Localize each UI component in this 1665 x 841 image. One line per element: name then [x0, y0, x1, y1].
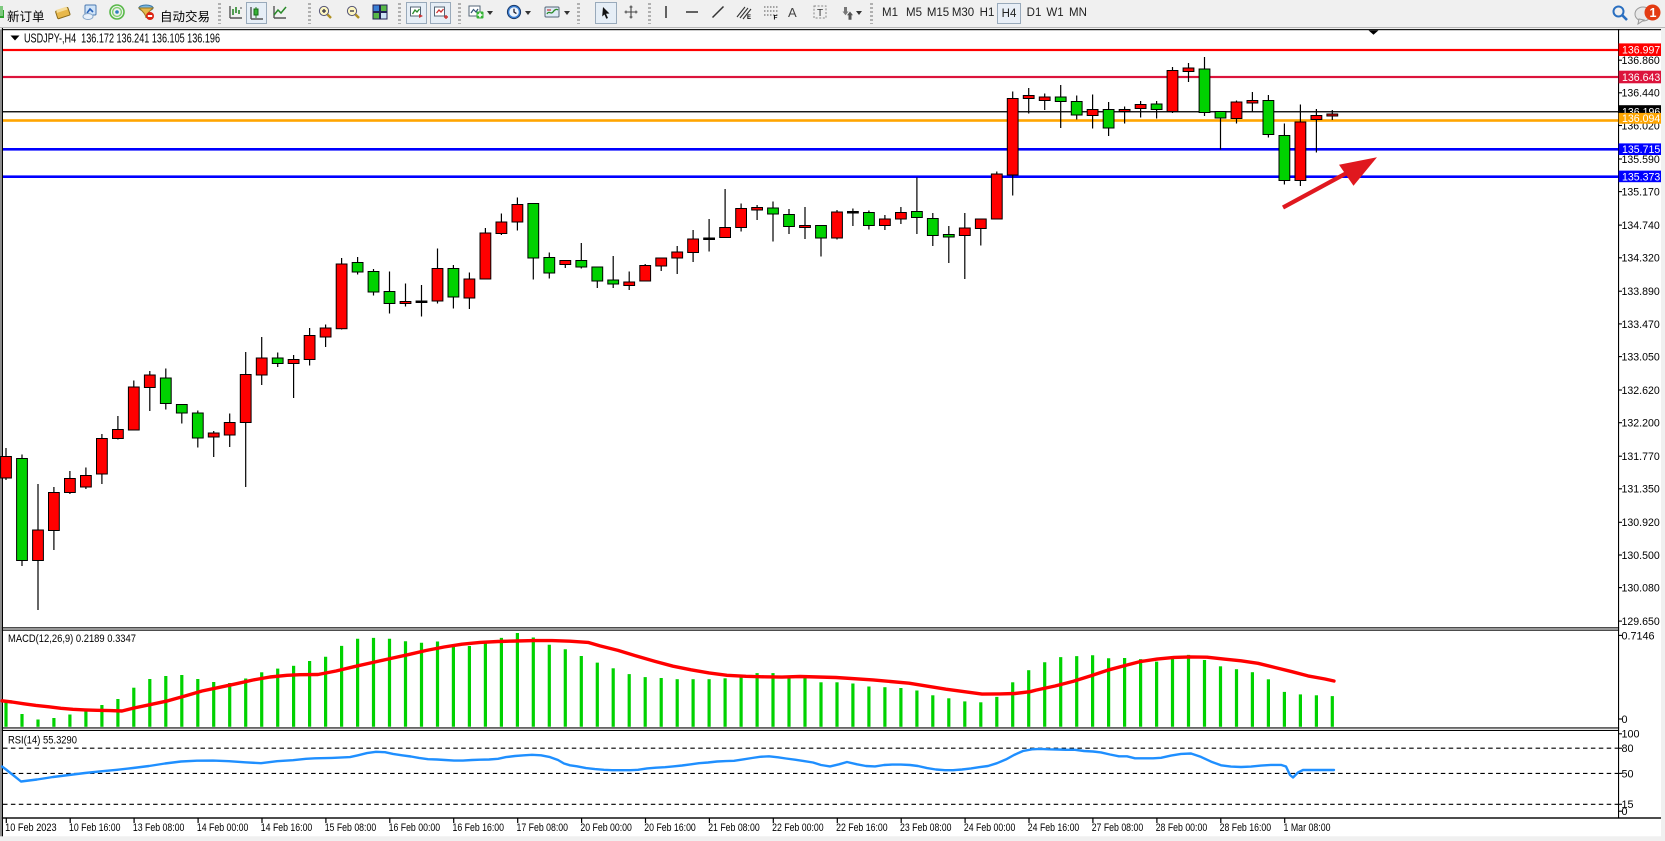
svg-text:22 Feb 00:00: 22 Feb 00:00 — [772, 822, 824, 834]
svg-text:135.590: 135.590 — [1622, 154, 1660, 166]
svg-text:USDJPY-,H4 136.172 136.241 13: USDJPY-,H4 136.172 136.241 136.105 136.1… — [24, 30, 220, 45]
svg-text:135.373: 135.373 — [1622, 171, 1660, 183]
svg-text:16 Feb 16:00: 16 Feb 16:00 — [453, 822, 505, 834]
svg-text:20 Feb 00:00: 20 Feb 00:00 — [580, 822, 632, 834]
svg-text:131.350: 131.350 — [1622, 484, 1660, 496]
svg-text:10 Feb 16:00: 10 Feb 16:00 — [69, 822, 121, 834]
svg-text:131.770: 131.770 — [1622, 451, 1660, 463]
svg-text:13 Feb 08:00: 13 Feb 08:00 — [133, 822, 185, 834]
svg-text:21 Feb 08:00: 21 Feb 08:00 — [708, 822, 760, 834]
svg-text:136.643: 136.643 — [1622, 72, 1660, 84]
svg-text:136.094: 136.094 — [1622, 113, 1660, 125]
svg-text:100: 100 — [1622, 729, 1640, 741]
svg-text:F: F — [774, 15, 778, 21]
svg-text:135.715: 135.715 — [1622, 144, 1660, 156]
svg-text:134.320: 134.320 — [1622, 253, 1660, 265]
svg-text:130.080: 130.080 — [1622, 583, 1660, 595]
svg-text:136.196: 136.196 — [1622, 106, 1660, 118]
svg-text:136.997: 136.997 — [1622, 45, 1660, 57]
svg-text:1: 1 — [1650, 6, 1657, 20]
svg-text:130.920: 130.920 — [1622, 517, 1660, 529]
svg-text:133.470: 133.470 — [1622, 319, 1660, 331]
svg-text:10 Feb 2023: 10 Feb 2023 — [5, 822, 57, 834]
svg-text:133.890: 133.890 — [1622, 286, 1660, 298]
svg-text:132.200: 132.200 — [1622, 418, 1660, 430]
svg-text:129.650: 129.650 — [1622, 616, 1660, 628]
svg-text:50: 50 — [1622, 768, 1634, 780]
svg-text:0.7146: 0.7146 — [1622, 630, 1655, 642]
svg-text:17 Feb 08:00: 17 Feb 08:00 — [517, 822, 569, 834]
svg-text:130.500: 130.500 — [1622, 550, 1660, 562]
svg-text:20 Feb 16:00: 20 Feb 16:00 — [644, 822, 696, 834]
svg-text:MACD(12,26,9) 0.2189 0.3347: MACD(12,26,9) 0.2189 0.3347 — [8, 633, 136, 645]
svg-text:28 Feb 00:00: 28 Feb 00:00 — [1156, 822, 1208, 834]
svg-text:0: 0 — [1622, 806, 1628, 818]
svg-text:24 Feb 00:00: 24 Feb 00:00 — [964, 822, 1016, 834]
svg-text:E: E — [747, 15, 751, 20]
svg-text:22 Feb 16:00: 22 Feb 16:00 — [836, 822, 888, 834]
svg-text:RSI(14) 55.3290: RSI(14) 55.3290 — [8, 734, 77, 746]
svg-text:23 Feb 08:00: 23 Feb 08:00 — [900, 822, 952, 834]
svg-text:T: T — [817, 8, 823, 19]
svg-text:134.740: 134.740 — [1622, 220, 1660, 232]
svg-text:24 Feb 16:00: 24 Feb 16:00 — [1028, 822, 1080, 834]
svg-text:14 Feb 00:00: 14 Feb 00:00 — [197, 822, 249, 834]
svg-text:136.440: 136.440 — [1622, 88, 1660, 100]
svg-text:0: 0 — [1622, 714, 1628, 726]
svg-text:135.170: 135.170 — [1622, 187, 1660, 199]
svg-text:132.620: 132.620 — [1622, 385, 1660, 397]
svg-text:15 Feb 08:00: 15 Feb 08:00 — [325, 822, 377, 834]
svg-text:15: 15 — [1622, 799, 1634, 811]
svg-text:14 Feb 16:00: 14 Feb 16:00 — [261, 822, 313, 834]
svg-text:1 Mar 08:00: 1 Mar 08:00 — [1284, 822, 1331, 834]
svg-text:27 Feb 08:00: 27 Feb 08:00 — [1092, 822, 1144, 834]
svg-text:133.050: 133.050 — [1622, 352, 1660, 364]
svg-text:136.860: 136.860 — [1622, 55, 1660, 67]
svg-text:80: 80 — [1622, 743, 1634, 755]
svg-text:28 Feb 16:00: 28 Feb 16:00 — [1220, 822, 1272, 834]
svg-text:16 Feb 00:00: 16 Feb 00:00 — [389, 822, 441, 834]
